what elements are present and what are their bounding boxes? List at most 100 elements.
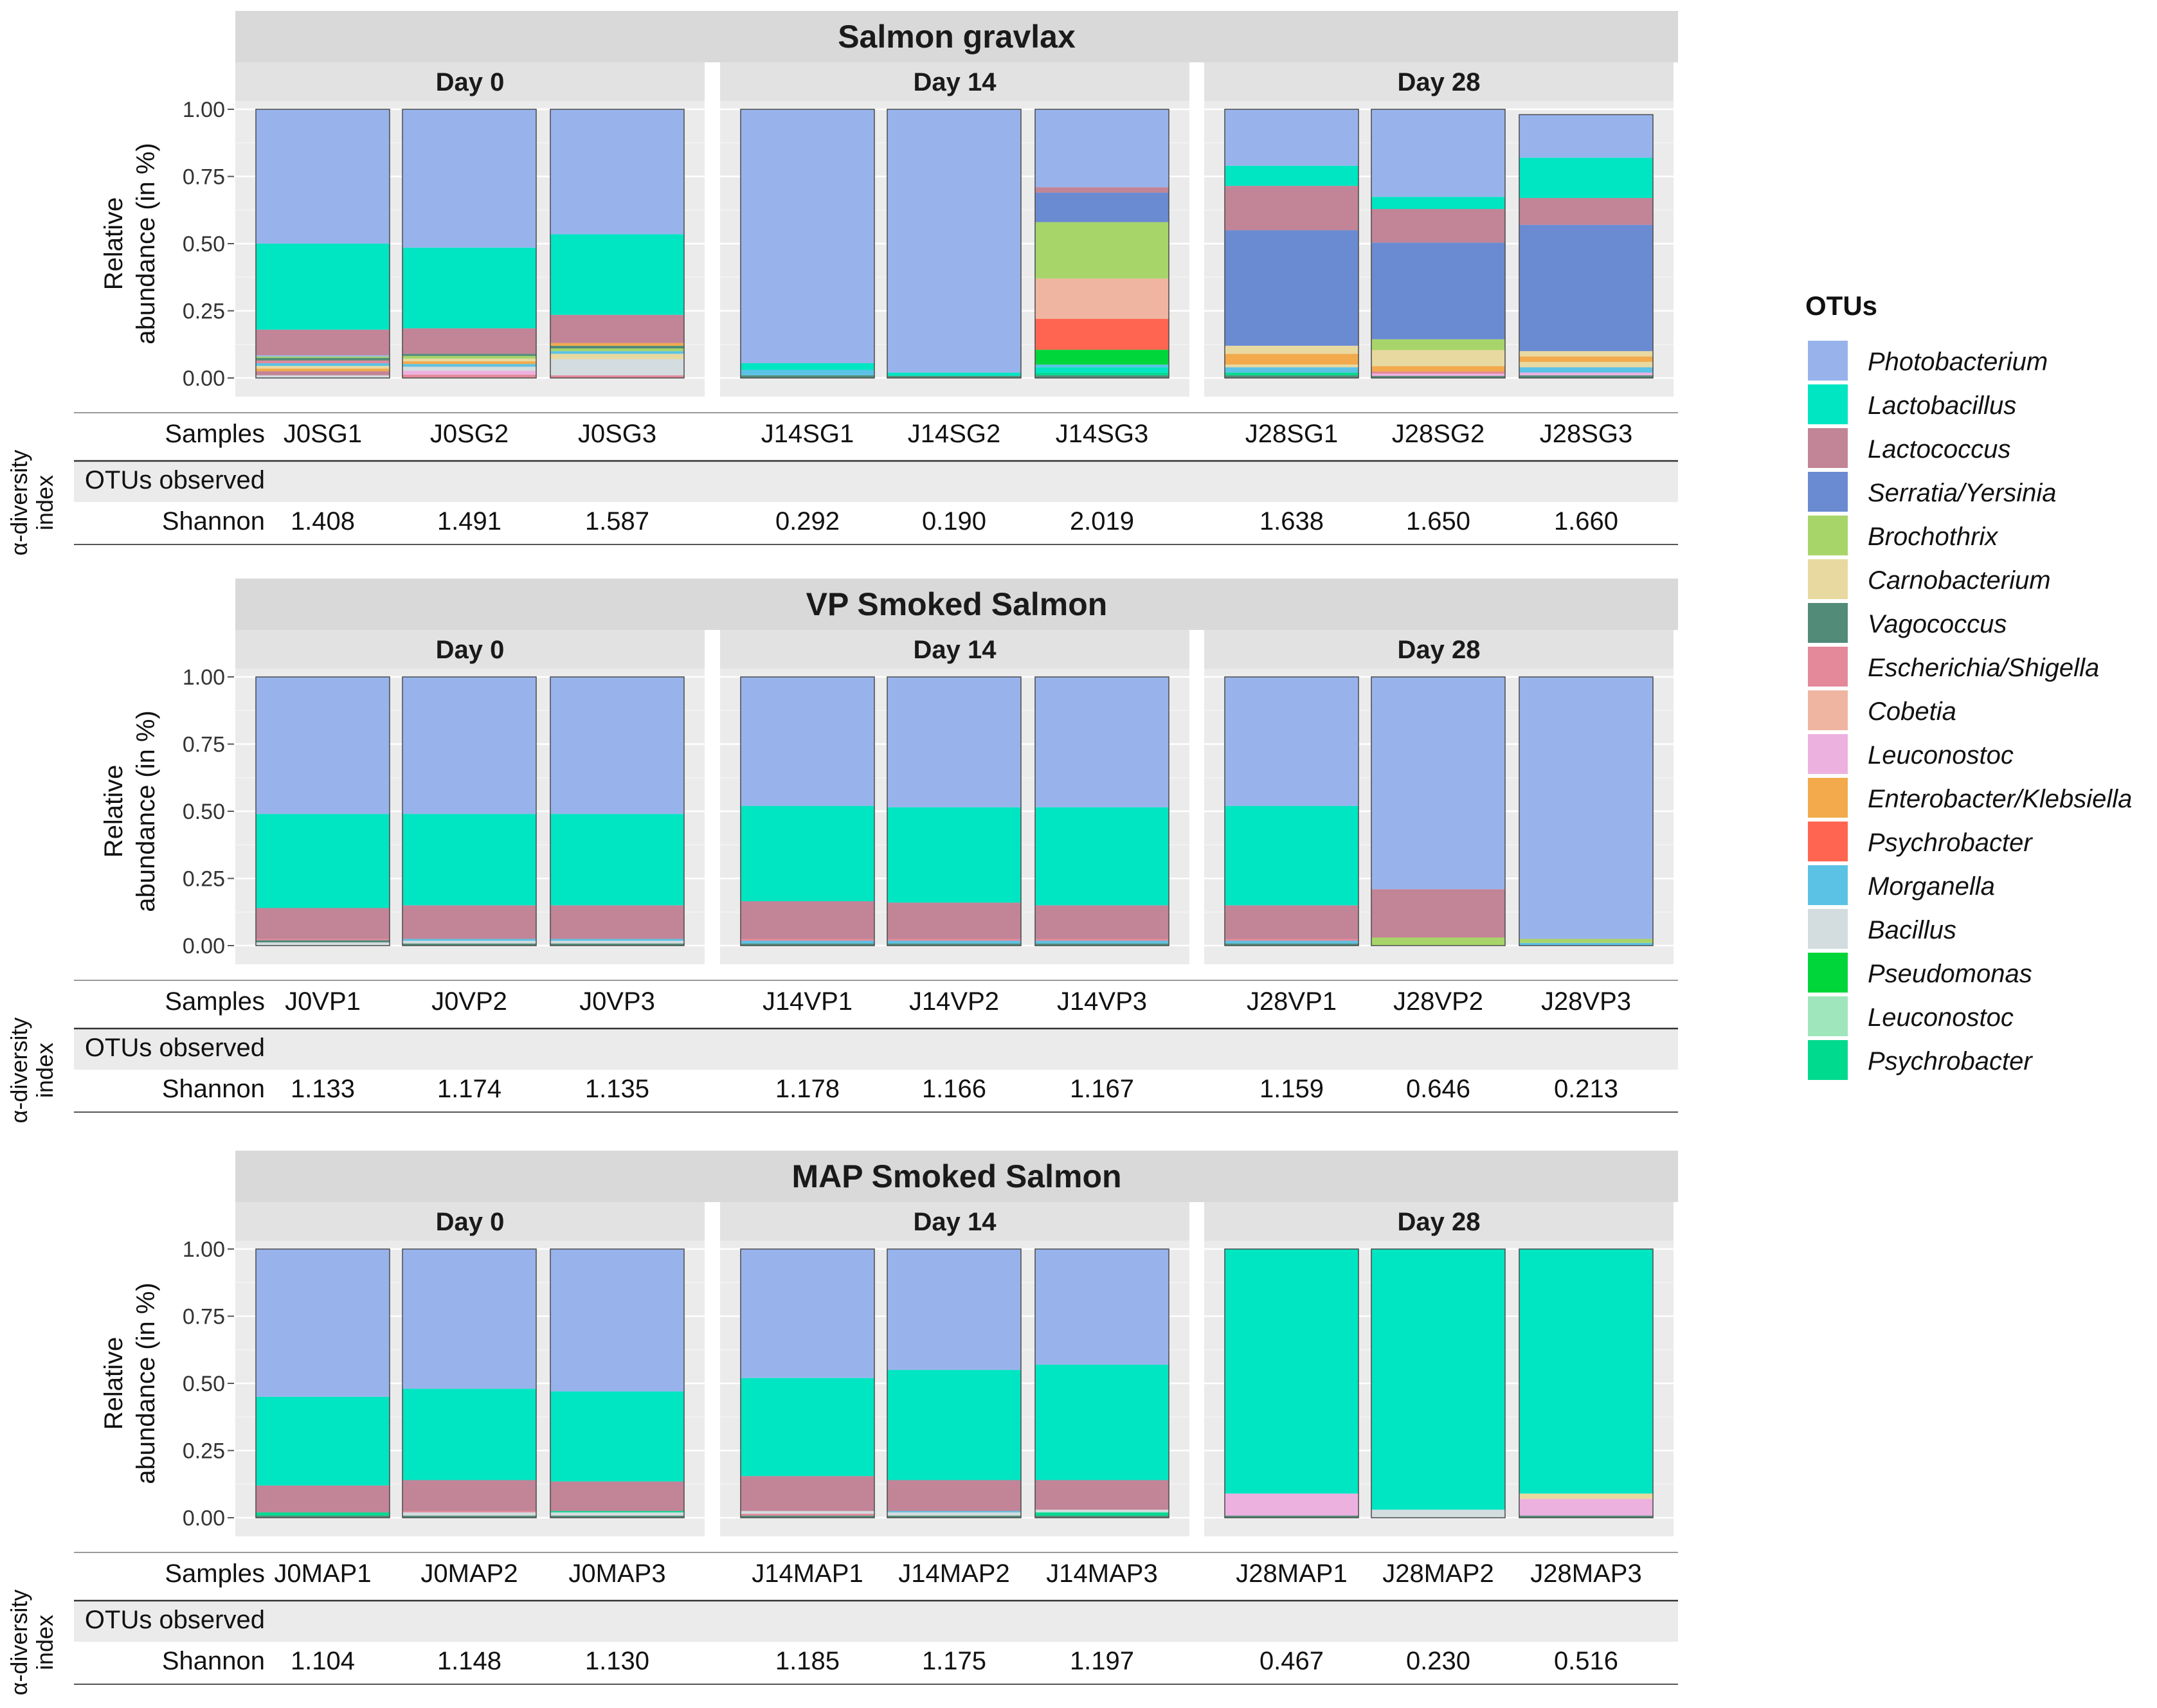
bar-segment [256, 1249, 390, 1397]
day-label: Day 0 [436, 68, 505, 96]
y-tick-label: 0.75 [183, 733, 225, 757]
bar-segment [256, 940, 390, 942]
bar-segment [1519, 367, 1653, 373]
day-label: Day 14 [914, 1208, 997, 1236]
bar-segment [256, 942, 390, 946]
shannon-value: 1.174 [437, 1075, 501, 1103]
sample-name: J0MAP3 [568, 1560, 665, 1588]
bar-segment [741, 1511, 874, 1514]
shannon-value: 1.178 [775, 1075, 840, 1103]
bar-segment [1371, 197, 1505, 210]
bar-segment [1225, 367, 1358, 373]
bar-segment [1371, 937, 1505, 946]
shannon-value: 1.491 [437, 507, 501, 535]
sample-name: J0VP1 [285, 987, 361, 1016]
bar-segment [550, 1481, 684, 1511]
bar-segment [256, 814, 390, 908]
sample-name: J14SG2 [908, 420, 1001, 448]
row-label-samples: Samples [165, 987, 265, 1016]
bar-outline [1224, 676, 1359, 946]
legend-label: Lactobacillus [1868, 391, 2016, 420]
bar-segment [741, 109, 874, 364]
sample-name: J0SG2 [430, 420, 509, 448]
bar-segment [550, 1511, 684, 1513]
bar-segment [256, 1512, 390, 1516]
y-tick-label: 1.00 [183, 98, 225, 122]
y-tick-label: 0.50 [183, 800, 225, 824]
bar-segment [1519, 677, 1653, 939]
day-strip [235, 62, 705, 101]
bar-segment [1225, 230, 1358, 346]
bar-outline [255, 109, 390, 379]
shannon-value: 1.185 [775, 1647, 840, 1675]
bar-segment [256, 368, 390, 372]
bar-segment [1035, 1480, 1169, 1510]
day-strip [235, 630, 705, 669]
panel-title-strip [235, 1151, 1678, 1202]
bar-segment [1519, 224, 1653, 352]
sample-name: J14VP1 [763, 987, 853, 1016]
shannon-value: 0.190 [922, 507, 986, 535]
bar-outline [1519, 1248, 1654, 1518]
bar-segment [887, 375, 1021, 378]
table-row-shade [74, 461, 1678, 502]
shannon-value: 1.175 [922, 1647, 986, 1675]
bar-segment [550, 109, 684, 235]
bar-segment [1035, 375, 1169, 378]
bar-segment [1519, 351, 1653, 357]
bar-segment [1371, 350, 1505, 366]
bar-segment [1225, 364, 1358, 368]
bar-segment [1035, 940, 1169, 944]
bar-segment [402, 354, 536, 356]
alpha-diversity-label: index [32, 1615, 58, 1670]
panel-title: Salmon gravlax [838, 19, 1076, 55]
sample-name: J14MAP2 [898, 1560, 1009, 1588]
bar-segment [1371, 373, 1505, 376]
shannon-value: 0.292 [775, 507, 840, 535]
shannon-value: 1.650 [1406, 507, 1470, 535]
bar-segment [1519, 372, 1653, 375]
legend-label: Pseudomonas [1868, 960, 2032, 988]
bar-segment [402, 940, 536, 944]
day-label: Day 0 [436, 1208, 505, 1236]
legend-label: Enterobacter/Klebsiella [1868, 785, 2132, 813]
bar-segment [550, 234, 684, 315]
bar-segment [1035, 278, 1169, 319]
y-tick-label: 0.50 [183, 232, 225, 256]
y-tick-label: 0.00 [183, 366, 225, 391]
sample-name: J14VP3 [1057, 987, 1147, 1016]
bar-segment [256, 109, 390, 244]
legend-swatch [1808, 734, 1848, 774]
legend-label: Lactococcus [1868, 435, 2010, 463]
sample-name: J14MAP3 [1046, 1560, 1157, 1588]
bar-segment [1371, 889, 1505, 938]
bar-segment [1225, 905, 1358, 939]
bar-segment [1519, 157, 1653, 198]
bar-segment [1519, 1498, 1653, 1516]
bar-segment [256, 939, 390, 940]
shannon-value: 1.638 [1259, 507, 1324, 535]
bar-segment [402, 1249, 536, 1389]
bar-segment [741, 943, 874, 946]
bar-segment [1519, 356, 1653, 362]
sample-name: J28VP2 [1393, 987, 1483, 1016]
legend-swatch [1808, 472, 1848, 512]
bar-segment [741, 1513, 874, 1516]
bar-segment [741, 375, 874, 378]
bar-segment [402, 374, 536, 378]
bar-segment [1519, 1249, 1653, 1494]
sample-name: J0VP3 [579, 987, 655, 1016]
panel-title-strip [235, 579, 1678, 630]
day-label: Day 28 [1398, 636, 1481, 664]
alpha-diversity-label: index [32, 1043, 58, 1098]
bar-segment [1225, 186, 1358, 231]
sample-name: J14SG1 [761, 420, 854, 448]
legend-label: Cobetia [1868, 697, 1956, 726]
sample-name: J0VP2 [431, 987, 507, 1016]
bar-segment [1225, 354, 1358, 365]
bar-segment [1371, 339, 1505, 350]
bar-outline [887, 109, 1022, 379]
bar-segment [1035, 1364, 1169, 1480]
shannon-value: 2.019 [1070, 507, 1134, 535]
bar-segment [256, 363, 390, 366]
